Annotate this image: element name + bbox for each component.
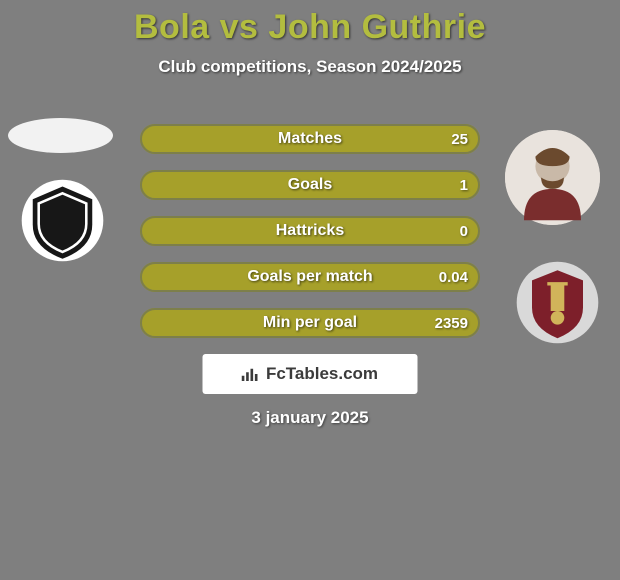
stat-right-value: 2359 — [435, 315, 468, 332]
avatar-icon — [505, 130, 600, 225]
stat-right-value: 0.04 — [439, 269, 468, 286]
stat-row: Min per goal 2359 — [140, 308, 480, 338]
stat-right-value: 1 — [460, 177, 468, 194]
shield-icon — [20, 178, 105, 263]
title-left: Bola — [134, 8, 210, 46]
stat-row: Goals per match 0.04 — [140, 262, 480, 292]
stat-label: Goals — [288, 176, 332, 194]
date-label: 3 january 2025 — [0, 408, 620, 428]
stat-label: Min per goal — [263, 314, 357, 332]
crest-icon — [515, 260, 600, 345]
page-title: Bola vs John Guthrie — [0, 0, 620, 47]
stat-label: Matches — [278, 130, 342, 148]
left-club-badge — [20, 178, 105, 263]
comparison-card: Bola vs John Guthrie Club competitions, … — [0, 0, 620, 580]
right-club-badge — [515, 260, 600, 345]
left-player-photo — [8, 118, 113, 153]
stat-right-value: 25 — [451, 131, 468, 148]
stat-label: Hattricks — [276, 222, 344, 240]
stat-row: Hattricks 0 — [140, 216, 480, 246]
stat-row: Goals 1 — [140, 170, 480, 200]
stat-label: Goals per match — [247, 268, 372, 286]
subtitle: Club competitions, Season 2024/2025 — [0, 57, 620, 77]
bars-icon — [242, 367, 260, 381]
right-player-photo — [505, 130, 600, 225]
watermark-text: FcTables.com — [266, 364, 378, 384]
stat-right-value: 0 — [460, 223, 468, 240]
watermark: FcTables.com — [203, 354, 418, 394]
stat-row: Matches 25 — [140, 124, 480, 154]
stats-bars: Matches 25 Goals 1 Hattricks 0 Goals per match… — [140, 124, 480, 354]
title-right: John Guthrie — [268, 8, 486, 46]
title-vs: vs — [220, 8, 259, 46]
